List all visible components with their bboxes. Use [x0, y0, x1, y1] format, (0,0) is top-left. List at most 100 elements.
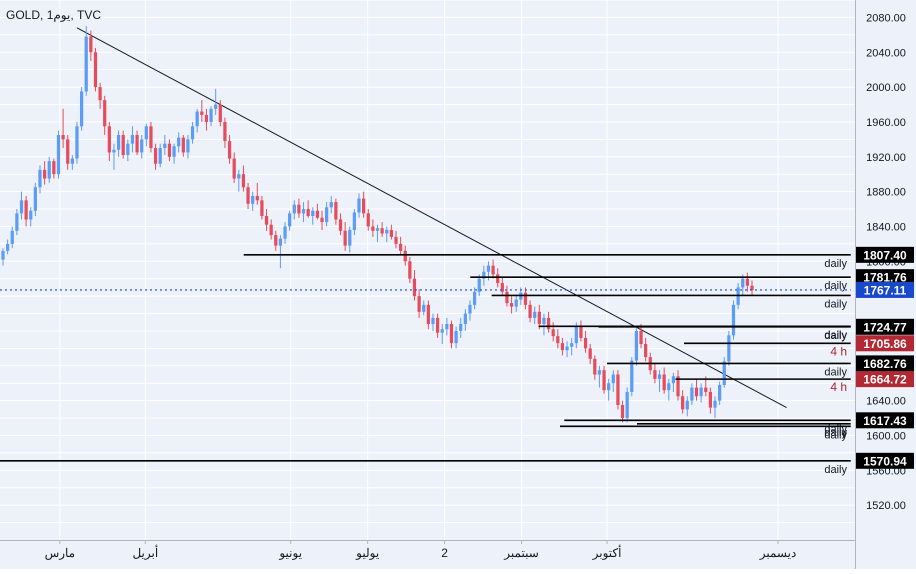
candle: [380, 222, 384, 237]
y-tick-label: 2000.00: [866, 82, 906, 94]
candle-body: [177, 137, 181, 147]
candle-body: [745, 278, 749, 286]
price-level[interactable]: daily: [0, 459, 851, 476]
candle-body: [140, 139, 144, 153]
candle-body: [731, 304, 736, 336]
candle: [47, 156, 51, 183]
price-level[interactable]: daily: [636, 423, 851, 439]
candle-body: [597, 370, 602, 375]
candle-body: [1, 250, 5, 260]
candle: [56, 130, 61, 179]
candle: [593, 355, 597, 380]
candle: [523, 287, 528, 310]
price-label-text: 1767.11: [864, 283, 907, 297]
candle: [260, 195, 264, 220]
x-tick-label: يوليو: [355, 546, 379, 560]
candle: [214, 88, 218, 115]
level-tag: daily: [824, 329, 847, 341]
candle-body: [278, 238, 283, 246]
candle-body: [704, 387, 708, 392]
price-label: 1682.76: [856, 355, 914, 372]
price-label-bg: [856, 318, 914, 335]
candle-body: [546, 317, 551, 330]
candle: [445, 317, 449, 336]
candle: [79, 87, 84, 131]
price-label-bg: [856, 412, 914, 429]
candle-body: [24, 200, 28, 220]
candle-body: [343, 230, 347, 246]
candle-body: [6, 243, 10, 251]
candle-body: [533, 311, 537, 318]
candle-body: [116, 135, 121, 150]
price-level[interactable]: daily: [243, 254, 851, 270]
candle-body: [713, 400, 717, 408]
candle: [93, 47, 98, 92]
candle: [181, 135, 185, 157]
price-label: 1705.86: [856, 335, 914, 352]
candle: [463, 309, 467, 331]
price-level[interactable]: daily: [560, 425, 851, 441]
candle-body: [653, 370, 657, 379]
price-label: 1617.43: [856, 412, 914, 429]
trendline-layer: [76, 27, 787, 409]
candle-body: [583, 337, 588, 349]
candle: [153, 143, 158, 170]
candle: [195, 108, 199, 133]
candle: [357, 193, 361, 218]
candle: [255, 182, 259, 205]
candle: [84, 26, 88, 96]
price-label-text: 1682.76: [863, 357, 907, 371]
candle: [274, 230, 278, 251]
candle-body: [348, 229, 352, 246]
price-level[interactable]: 4 h: [675, 378, 851, 394]
candle-body: [241, 174, 246, 188]
price-level[interactable]: daily: [607, 362, 851, 378]
candle: [560, 337, 565, 356]
candle-body: [750, 285, 754, 291]
candle-body: [607, 383, 611, 391]
candle: [634, 326, 639, 366]
candle-body: [190, 126, 195, 140]
candle: [204, 108, 209, 131]
symbol-title: GOLD, يوم1, TVC: [6, 8, 102, 22]
candle: [685, 396, 689, 417]
candle: [667, 378, 671, 401]
candle-body: [718, 384, 722, 401]
candle-body: [560, 343, 565, 351]
candle-body: [204, 114, 209, 122]
candle: [140, 135, 144, 159]
candle-body: [412, 278, 417, 297]
candle: [426, 300, 430, 330]
candle: [385, 226, 389, 243]
price-level[interactable]: 4 h: [684, 342, 851, 358]
candle: [616, 370, 620, 410]
candle-body: [551, 329, 555, 337]
candle: [422, 300, 426, 316]
candle: [435, 313, 440, 338]
candle: [745, 272, 749, 292]
candle: [223, 117, 227, 149]
candle-body: [172, 146, 176, 157]
candle: [52, 158, 56, 179]
trendline[interactable]: [76, 27, 787, 409]
price-level[interactable]: daily: [470, 276, 851, 292]
price-level[interactable]: daily: [598, 326, 851, 342]
candle: [449, 320, 454, 349]
candle: [690, 383, 694, 405]
candle-body: [667, 383, 671, 391]
candle-body: [676, 376, 680, 397]
candle-body: [288, 213, 292, 227]
candle-body: [408, 261, 412, 279]
candle: [15, 209, 19, 236]
candle: [334, 198, 338, 225]
price-level[interactable]: daily: [491, 294, 851, 310]
candle: [158, 143, 162, 168]
price-label: 1781.76: [856, 269, 914, 286]
candle-body: [505, 291, 509, 304]
candle: [19, 191, 24, 220]
candle: [533, 306, 537, 324]
candle: [362, 191, 366, 218]
